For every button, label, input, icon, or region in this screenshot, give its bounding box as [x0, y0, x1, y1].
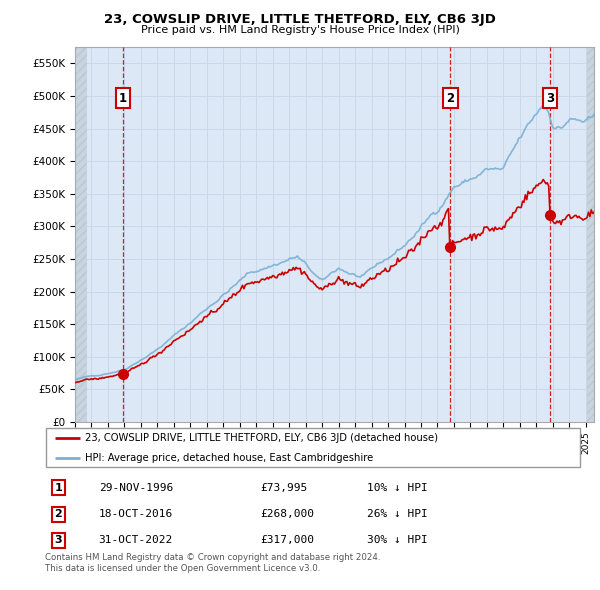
Text: Price paid vs. HM Land Registry's House Price Index (HPI): Price paid vs. HM Land Registry's House …: [140, 25, 460, 35]
Text: 23, COWSLIP DRIVE, LITTLE THETFORD, ELY, CB6 3JD (detached house): 23, COWSLIP DRIVE, LITTLE THETFORD, ELY,…: [85, 434, 438, 444]
Text: £317,000: £317,000: [260, 536, 314, 546]
Text: £268,000: £268,000: [260, 509, 314, 519]
Text: 1: 1: [119, 91, 127, 104]
Text: 26% ↓ HPI: 26% ↓ HPI: [367, 509, 428, 519]
Text: 10% ↓ HPI: 10% ↓ HPI: [367, 483, 428, 493]
Text: 2: 2: [446, 91, 455, 104]
Text: 3: 3: [55, 536, 62, 546]
Text: 30% ↓ HPI: 30% ↓ HPI: [367, 536, 428, 546]
Text: 23, COWSLIP DRIVE, LITTLE THETFORD, ELY, CB6 3JD: 23, COWSLIP DRIVE, LITTLE THETFORD, ELY,…: [104, 13, 496, 26]
Text: 18-OCT-2016: 18-OCT-2016: [98, 509, 173, 519]
Text: 2: 2: [55, 509, 62, 519]
Text: HPI: Average price, detached house, East Cambridgeshire: HPI: Average price, detached house, East…: [85, 454, 374, 463]
Text: 3: 3: [546, 91, 554, 104]
Text: £73,995: £73,995: [260, 483, 307, 493]
FancyBboxPatch shape: [46, 428, 580, 467]
Text: Contains HM Land Registry data © Crown copyright and database right 2024.
This d: Contains HM Land Registry data © Crown c…: [45, 553, 380, 573]
Text: 1: 1: [55, 483, 62, 493]
Text: 29-NOV-1996: 29-NOV-1996: [98, 483, 173, 493]
Text: 31-OCT-2022: 31-OCT-2022: [98, 536, 173, 546]
